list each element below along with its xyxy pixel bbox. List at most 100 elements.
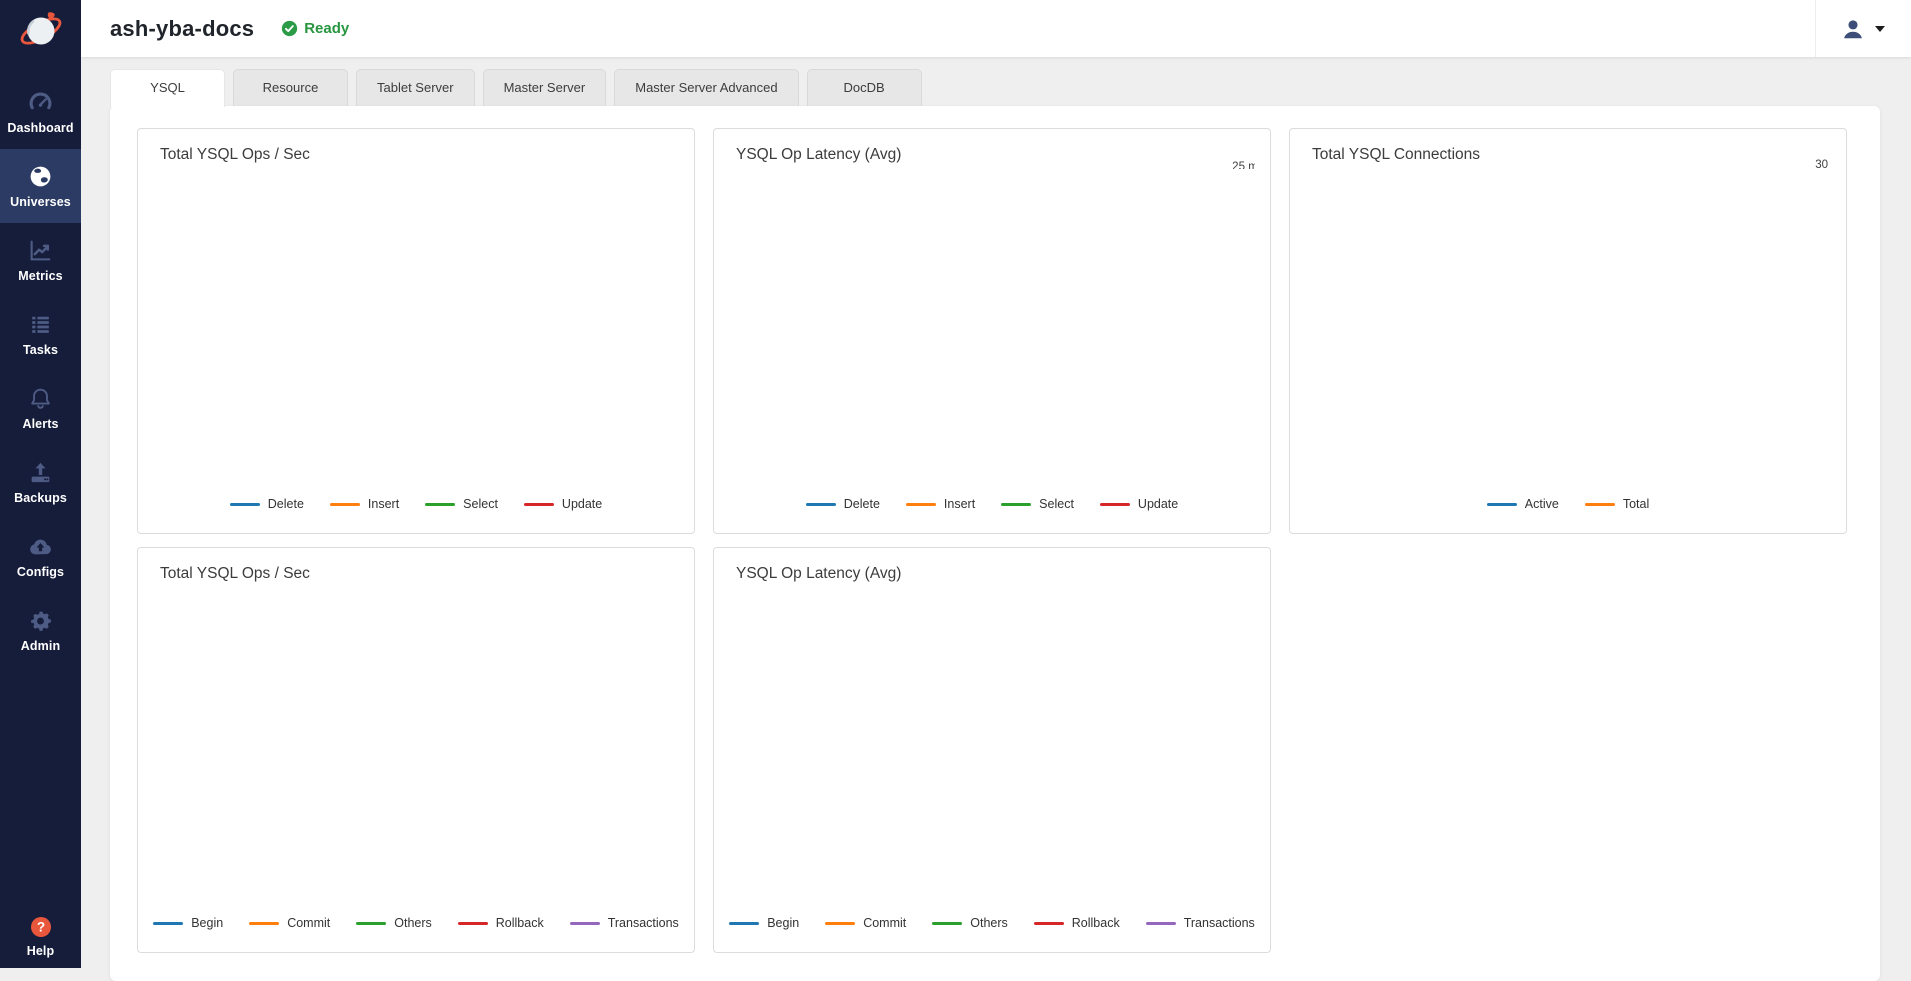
header: ash-yba-docs Ready — [81, 0, 1911, 57]
legend-swatch — [1145, 921, 1176, 925]
legend-label: Transactions — [1183, 916, 1255, 930]
user-menu[interactable] — [1815, 0, 1911, 57]
legend-item-update[interactable]: Update — [1099, 497, 1179, 511]
legend-label: Select — [1039, 497, 1074, 511]
backups-icon — [28, 460, 53, 485]
panel-header: YSQL Op Latency (Avg) 0 ms50 ms100 ms150… — [724, 563, 1260, 605]
y-tick-label: 25 ms — [1232, 161, 1255, 169]
legend-item-update[interactable]: Update — [523, 497, 603, 511]
legend-label: Active — [1524, 497, 1559, 511]
legend-label: Update — [1137, 497, 1179, 511]
sidebar-item-configs[interactable]: Configs — [0, 519, 81, 593]
tab-docdb[interactable]: DocDB — [806, 69, 922, 106]
legend-item-delete[interactable]: Delete — [229, 497, 304, 511]
sidebar-item-label: Configs — [16, 564, 65, 579]
legend-item-select[interactable]: Select — [425, 497, 498, 511]
legend-swatch — [457, 921, 488, 925]
legend-swatch — [1033, 921, 1064, 925]
sidebar-item-admin[interactable]: Admin — [0, 593, 81, 667]
panel-header: Total YSQL Ops / Sec 05010012:4012:5013:… — [148, 563, 684, 605]
legend-swatch — [1099, 502, 1130, 506]
legend-label: Others — [394, 916, 432, 930]
legend-swatch — [905, 502, 936, 506]
svg-text:?: ? — [36, 920, 44, 935]
tab-tablet-server[interactable]: Tablet Server — [356, 69, 475, 106]
tab-resource[interactable]: Resource — [233, 69, 348, 106]
caret-down-icon — [1875, 25, 1885, 32]
tab-ysql[interactable]: YSQL — [110, 69, 225, 107]
panel-ysql-op-latency: YSQL Op Latency (Avg) 0 ms5 ms10 ms15 ms… — [713, 128, 1271, 534]
status-label: Ready — [304, 20, 350, 37]
chart-legend: Delete Insert Select Update — [724, 486, 1260, 522]
legend-item-delete[interactable]: Delete — [805, 497, 880, 511]
legend-item-select[interactable]: Select — [1001, 497, 1074, 511]
prometheus-icon[interactable]: 05010012:4012:5013:0013:1013:2013:30Jan … — [652, 561, 679, 588]
legend-label: Total — [1622, 497, 1650, 511]
prometheus-icon[interactable]: 0 ms5 ms10 ms15 ms20 ms25 ms12:4012:5013… — [1228, 142, 1255, 169]
legend-item-insert[interactable]: Insert — [905, 497, 975, 511]
line-chart[interactable] — [148, 605, 684, 905]
sidebar-item-alerts[interactable]: Alerts — [0, 371, 81, 445]
yugabyte-logo-icon — [20, 11, 61, 45]
legend-item-rollback[interactable]: Rollback — [457, 916, 544, 930]
sidebar-item-label: Admin — [20, 638, 61, 653]
panel-total-ysql-ops-sec-transactions: Total YSQL Ops / Sec 05010012:4012:5013:… — [137, 547, 695, 953]
chart-title: Total YSQL Ops / Sec — [160, 146, 310, 163]
sidebar-item-backups[interactable]: Backups — [0, 445, 81, 519]
legend-item-transactions[interactable]: Transactions — [1145, 916, 1255, 930]
sidebar-item-dashboard[interactable]: Dashboard — [0, 75, 81, 149]
legend-item-others[interactable]: Others — [932, 916, 1008, 930]
panel-ysql-op-latency-transactions: YSQL Op Latency (Avg) 0 ms50 ms100 ms150… — [713, 547, 1271, 953]
legend-swatch — [329, 502, 360, 506]
legend-label: Rollback — [1071, 916, 1120, 930]
tab-bar: YSQL Resource Tablet Server Master Server Ma… — [110, 68, 1911, 107]
panel-header: YSQL Op Latency (Avg) 0 ms5 ms10 ms15 ms… — [724, 144, 1260, 186]
prometheus-icon[interactable]: 05010012:4012:5013:0013:1013:2013:30Jan … — [652, 142, 679, 169]
configs-icon — [28, 534, 53, 559]
legend-label: Others — [970, 916, 1008, 930]
legend-swatch — [153, 921, 184, 925]
admin-icon — [28, 608, 53, 633]
legend-item-commit[interactable]: Commit — [249, 916, 330, 930]
panel-total-ysql-ops-sec: Total YSQL Ops / Sec 05010012:4012:5013:… — [137, 128, 695, 534]
prometheus-icon[interactable]: 0 ms50 ms100 ms150 ms12:4012:5013:0013:1… — [1228, 561, 1255, 588]
legend-item-total[interactable]: Total — [1584, 497, 1650, 511]
line-chart[interactable] — [148, 186, 684, 486]
sidebar-item-tasks[interactable]: Tasks — [0, 297, 81, 371]
tab-master-server-advanced[interactable]: Master Server Advanced — [614, 69, 799, 106]
sidebar-item-label: Backups — [14, 490, 67, 505]
legend-label: Update — [561, 497, 603, 511]
legend-swatch — [229, 502, 260, 506]
legend-label: Delete — [843, 497, 880, 511]
universes-icon — [28, 164, 53, 189]
legend-item-active[interactable]: Active — [1486, 497, 1559, 511]
legend-label: Delete — [267, 497, 304, 511]
chart-legend: Active Total — [1300, 486, 1836, 522]
legend-item-begin[interactable]: Begin — [153, 916, 223, 930]
legend-item-others[interactable]: Others — [356, 916, 432, 930]
legend-item-commit[interactable]: Commit — [825, 916, 906, 930]
line-chart[interactable] — [724, 186, 1260, 486]
sidebar-item-label: Help — [26, 944, 55, 958]
sidebar-item-metrics[interactable]: Metrics — [0, 223, 81, 297]
chart-panels: Total YSQL Ops / Sec 05010012:4012:5013:… — [110, 106, 1880, 975]
check-circle-icon — [282, 20, 298, 37]
sidebar-nav: Dashboard Universes Metrics Tasks Alerts Back… — [0, 75, 81, 667]
legend-swatch — [1486, 502, 1517, 506]
legend-item-begin[interactable]: Begin — [729, 916, 799, 930]
legend-swatch — [1001, 502, 1032, 506]
legend-item-rollback[interactable]: Rollback — [1033, 916, 1120, 930]
line-chart[interactable] — [1300, 186, 1836, 486]
sidebar-item-universes[interactable]: Universes — [0, 149, 81, 223]
prometheus-icon[interactable]: 05101520253012:4012:5013:0013:1013:2013:… — [1804, 142, 1831, 169]
legend-item-transactions[interactable]: Transactions — [569, 916, 679, 930]
legend-swatch — [825, 921, 856, 925]
legend-item-insert[interactable]: Insert — [329, 497, 399, 511]
app-logo[interactable] — [0, 0, 81, 57]
sidebar-item-label: Metrics — [18, 268, 63, 283]
user-icon — [1840, 16, 1866, 42]
tab-master-server[interactable]: Master Server — [482, 69, 607, 106]
line-chart[interactable] — [724, 605, 1260, 905]
sidebar-item-help[interactable]: ? Help — [0, 915, 81, 958]
chart-title: YSQL Op Latency (Avg) — [736, 146, 902, 163]
